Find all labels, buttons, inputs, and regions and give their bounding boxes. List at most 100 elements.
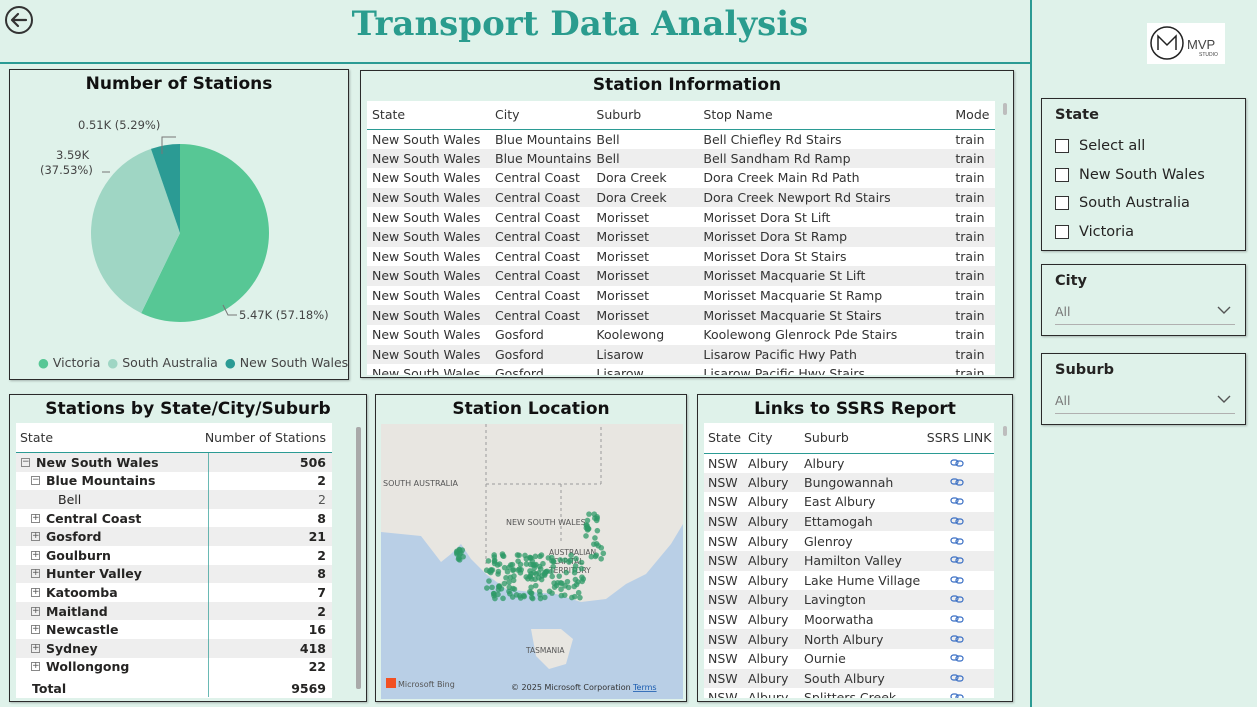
state-option[interactable]: Select all — [1055, 132, 1205, 161]
station-marker[interactable] — [571, 583, 578, 590]
station-marker[interactable] — [579, 574, 585, 580]
ssrs-col-city[interactable]: City — [748, 430, 773, 446]
table-row[interactable]: NSW Albury East Albury — [704, 492, 994, 512]
pie-slice-victoria[interactable] — [141, 144, 269, 322]
ssrs-link-cell[interactable] — [920, 610, 994, 630]
matrix-row-city[interactable]: + Maitland 2 — [16, 601, 332, 621]
ssrs-link-cell[interactable] — [920, 531, 994, 551]
station-marker[interactable] — [558, 592, 565, 599]
station-marker[interactable] — [558, 586, 564, 593]
station-marker[interactable] — [598, 555, 604, 562]
expand-icon[interactable]: + — [31, 568, 40, 579]
station-info-col-mode[interactable]: Mode — [955, 107, 990, 123]
matrix-row-city[interactable]: + Hunter Valley 8 — [16, 564, 332, 584]
station-marker[interactable] — [513, 592, 520, 598]
station-marker[interactable] — [490, 590, 497, 597]
station-marker[interactable] — [528, 576, 535, 582]
matrix-row-city[interactable]: + Goulburn 2 — [16, 545, 332, 565]
link-icon[interactable] — [950, 516, 964, 526]
station-marker[interactable] — [495, 568, 502, 575]
table-row[interactable]: NSW Albury South Albury — [704, 668, 994, 689]
station-marker[interactable] — [550, 563, 556, 570]
link-icon[interactable] — [950, 692, 964, 698]
station-marker[interactable] — [532, 553, 539, 560]
expand-icon[interactable]: + — [31, 549, 40, 560]
matrix-row-city[interactable]: + Wollongong 22 — [16, 657, 332, 677]
station-marker[interactable] — [566, 559, 572, 565]
station-marker[interactable] — [537, 595, 544, 602]
ssrs-link-cell[interactable] — [920, 590, 994, 610]
station-marker[interactable] — [510, 567, 517, 573]
station-marker[interactable] — [579, 578, 585, 585]
checkbox[interactable] — [1055, 139, 1069, 154]
station-marker[interactable] — [517, 595, 524, 601]
expand-icon[interactable]: + — [31, 512, 40, 523]
station-info-scrollbar[interactable] — [1003, 103, 1007, 115]
station-marker[interactable] — [492, 595, 498, 602]
legend-south-australia[interactable]: ● South Australia — [107, 355, 218, 370]
checkbox[interactable] — [1055, 167, 1069, 182]
station-marker[interactable] — [557, 557, 564, 563]
station-marker[interactable] — [544, 568, 550, 575]
ssrs-link-cell[interactable] — [920, 669, 994, 689]
station-marker[interactable] — [495, 591, 501, 598]
station-info-col-suburb[interactable]: Suburb — [596, 107, 642, 123]
link-icon[interactable] — [950, 673, 964, 683]
expand-icon[interactable]: + — [31, 661, 40, 672]
station-info-col-stop-name[interactable]: Stop Name — [703, 107, 773, 123]
station-marker[interactable] — [563, 569, 570, 576]
station-marker[interactable] — [523, 561, 530, 567]
station-info-col-city[interactable]: City — [495, 107, 520, 123]
station-marker[interactable] — [600, 550, 607, 557]
station-marker[interactable] — [507, 574, 514, 581]
station-marker[interactable] — [516, 552, 522, 559]
station-marker[interactable] — [594, 527, 601, 534]
table-row[interactable]: New South Wales Central Coast Morisset Mori… — [367, 226, 995, 247]
matrix-col-count[interactable]: Number of Stations — [204, 430, 326, 445]
matrix-row-suburb[interactable]: Bell 2 — [16, 490, 332, 509]
link-icon[interactable] — [950, 614, 964, 624]
ssrs-col-suburb[interactable]: Suburb — [804, 430, 849, 446]
station-marker[interactable] — [489, 584, 495, 591]
station-marker[interactable] — [542, 594, 548, 601]
matrix-scrollbar[interactable] — [356, 427, 361, 689]
ssrs-link-cell[interactable] — [920, 453, 994, 473]
station-marker[interactable] — [572, 566, 578, 573]
matrix-row-city[interactable]: + Newcastle 16 — [16, 620, 332, 639]
link-icon[interactable] — [950, 536, 964, 546]
table-row[interactable]: NSW Albury Lake Hume Village — [704, 570, 994, 591]
table-row[interactable]: New South Wales Blue Mountains Bell Bell Ch… — [367, 129, 995, 149]
station-marker[interactable] — [531, 565, 538, 571]
station-marker[interactable] — [503, 574, 509, 581]
pie-slice-south-australia[interactable] — [91, 148, 180, 314]
ssrs-table[interactable]: State City Suburb SSRS LINK NSW Albury Albury… — [704, 423, 994, 698]
station-marker[interactable] — [568, 552, 574, 559]
matrix-row-city[interactable]: + Sydney 418 — [16, 638, 332, 658]
state-option[interactable]: Victoria — [1055, 218, 1205, 247]
table-row[interactable]: New South Wales Central Coast Dora Creek Do… — [367, 168, 995, 188]
expand-icon[interactable]: + — [31, 624, 40, 635]
station-marker[interactable] — [595, 543, 602, 549]
table-row[interactable]: NSW Albury Lavington — [704, 590, 994, 610]
expand-icon[interactable]: + — [31, 531, 40, 542]
table-row[interactable]: New South Wales Central Coast Morisset Mori… — [367, 305, 995, 325]
station-marker[interactable] — [573, 555, 579, 562]
table-row[interactable]: NSW Albury Albury — [704, 453, 994, 473]
station-marker[interactable] — [588, 553, 595, 560]
ssrs-col-ssrs-link[interactable]: SSRS LINK — [926, 430, 992, 446]
station-marker[interactable] — [565, 584, 572, 591]
station-marker[interactable] — [527, 568, 533, 574]
station-marker[interactable] — [528, 584, 534, 591]
expand-icon[interactable]: + — [31, 642, 40, 653]
station-marker[interactable] — [496, 561, 503, 567]
link-icon[interactable] — [950, 496, 964, 506]
expand-icon[interactable]: + — [31, 605, 40, 616]
state-option[interactable]: New South Wales — [1055, 161, 1205, 190]
table-row[interactable]: NSW Albury Ournie — [704, 648, 994, 669]
link-icon[interactable] — [950, 477, 964, 487]
station-marker[interactable] — [529, 595, 536, 602]
ssrs-link-cell[interactable] — [920, 629, 994, 649]
city-dropdown[interactable]: All — [1055, 301, 1235, 325]
matrix-row-city[interactable]: − Blue Mountains 2 — [16, 471, 332, 491]
station-marker[interactable] — [496, 583, 502, 589]
